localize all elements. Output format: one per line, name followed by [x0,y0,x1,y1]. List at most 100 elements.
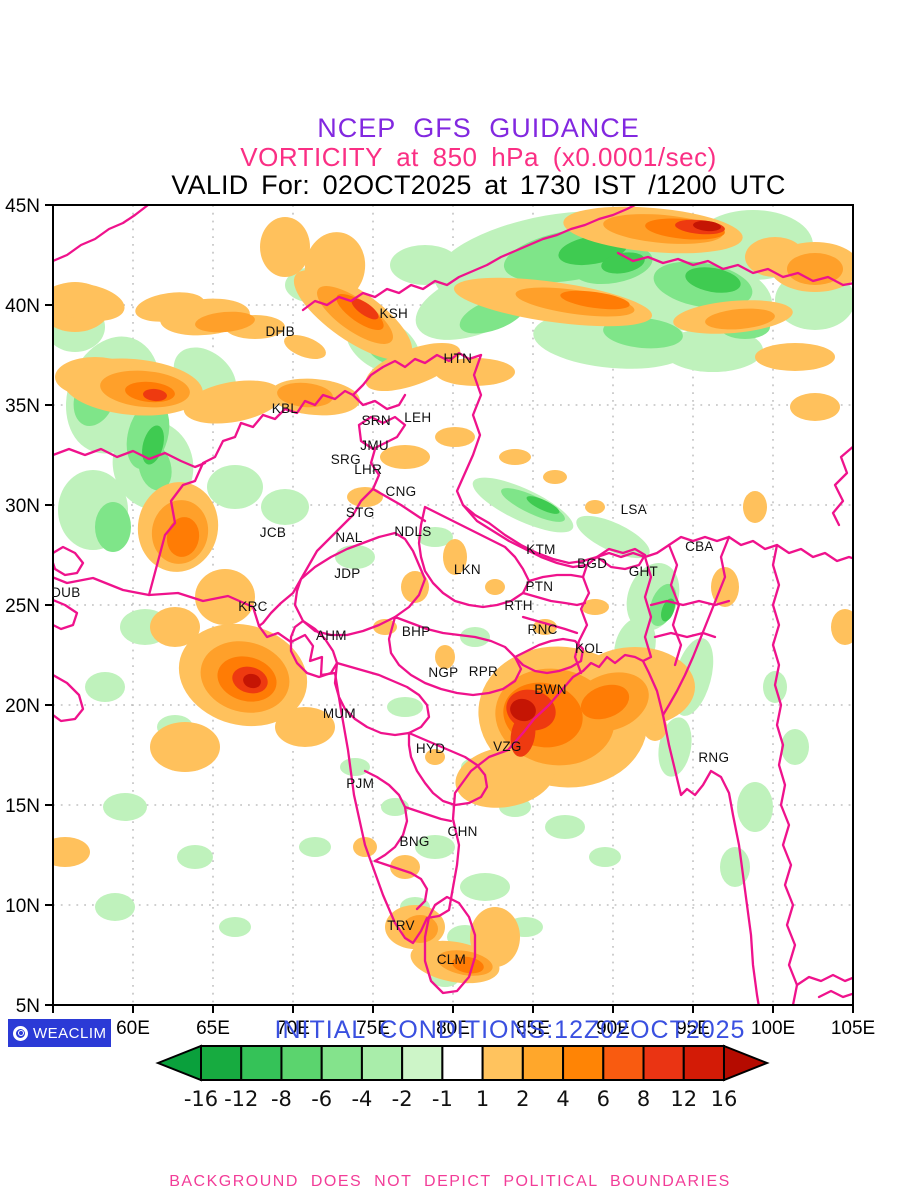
vorticity-blob-gl [460,873,510,901]
vorticity-blob-gl [219,917,251,937]
x-axis-label: 90E [596,1018,630,1039]
boundary-line [351,393,407,411]
station-label-MUM: MUM [323,706,356,721]
vorticity-blob-gl [415,835,455,859]
boundary-line [527,573,585,583]
boundary-line [53,545,85,577]
x-axis-label: 70E [276,1018,310,1039]
station-label-RNC: RNC [528,622,558,637]
station-label-RTH: RTH [504,598,532,613]
vorticity-blob-gl [781,729,809,765]
vorticity-blob-r2 [243,673,261,689]
boundary-line [455,353,731,565]
boundary-line [403,805,453,823]
vorticity-blob-gl [737,782,773,832]
station-label-CNG: CNG [386,484,417,499]
vorticity-field [53,206,853,987]
station-label-NDLS: NDLS [394,524,431,539]
axes: 45N40N35N30N25N20N15N10N5N55E60E65E70E75… [5,196,875,1039]
vorticity-blob-ol [455,746,555,808]
boundary-line [417,505,531,609]
colorbar-segment [481,1045,524,1081]
boundary-line [661,535,731,717]
y-axis-label: 15N [5,796,40,817]
station-label-CHN: CHN [448,824,478,839]
vorticity-map: 45N40N35N30N25N20N15N10N5N55E60E65E70E75… [5,196,875,1039]
y-axis-label: 10N [5,896,40,917]
boundary-line [289,619,339,679]
boundary-line [53,673,85,723]
colorbar-segment [200,1045,243,1081]
vorticity-blob-r1 [351,298,379,320]
title-model: NCEP GFS GUIDANCE [317,113,640,143]
vorticity-blob-ol [533,619,557,635]
x-axis-label: 65E [196,1018,230,1039]
vorticity-blob-ol [150,722,220,772]
station-label-AHM: AHM [316,628,347,643]
boundary-line [521,615,579,635]
vorticity-blob-ol [435,645,455,669]
colorbar: -16 -12 -8 -6 -4 -2 -1 1 2 4 6 8 12 16 [155,1044,770,1111]
vorticity-blob-ol [499,449,531,465]
vorticity-blob-r2 [510,698,536,722]
boundary-line [573,563,591,675]
vorticity-blob-gl [299,837,331,857]
station-label-BHP: BHP [402,624,431,639]
colorbar-label: 6 [597,1087,610,1111]
vorticity-blob-gl [720,847,750,887]
colorbar-segment [521,1045,565,1081]
vorticity-blob-ol [380,445,430,469]
colorbar-label: -4 [351,1087,372,1111]
vorticity-blob-gl [177,845,213,869]
station-label-BNG: BNG [400,834,430,849]
vorticity-blob-ol [585,500,605,514]
station-label-VZG: VZG [493,739,522,754]
station-label-CBA: CBA [685,539,714,554]
station-label-PTN: PTN [525,579,553,594]
y-axis-label: 35N [5,396,40,417]
colorbar-label: 2 [516,1087,529,1111]
station-label-NGP: NGP [428,665,458,680]
station-label-DUB: DUB [51,585,80,600]
vorticity-blob-ol [470,907,520,967]
vorticity-blob-ol [401,571,429,603]
boundary-line [387,615,523,697]
station-label-LEH: LEH [404,410,431,425]
station-label-TRV: TRV [387,918,415,933]
boundary-line [795,973,853,987]
vorticity-blob-ol [743,491,767,523]
boundary-line [147,351,483,597]
vorticity-blob-gd [661,598,675,622]
vorticity-blob-om [705,308,775,330]
station-label-HTN: HTN [443,351,472,366]
station-label-JDP: JDP [334,566,360,581]
boundary-line [771,543,799,1005]
plot-area: 45N40N35N30N25N20N15N10N5N55E60E65E70E75… [5,196,875,1039]
boundary-line [53,576,760,1005]
station-label-JCB: JCB [260,525,286,540]
y-axis-label: 40N [5,296,40,317]
station-label-RNG: RNG [698,750,729,765]
disclaimer-text: BACKGROUND DOES NOT DEPICT POLITICAL BOU… [169,1173,731,1190]
boundary-line [53,598,79,631]
vorticity-blob-r2 [693,220,721,232]
boundary-line [831,445,853,527]
vorticity-blob-ol [53,837,90,867]
station-label-KTM: KTM [526,542,555,557]
vorticity-blob-ol [755,343,835,371]
station-label-JMU: JMU [360,438,389,453]
station-label-SRN: SRN [361,413,390,428]
y-axis-label: 20N [5,696,40,717]
colorbar-segment [360,1045,404,1081]
colorbar-label: 1 [476,1087,489,1111]
station-label-KBL: KBL [272,401,299,416]
boundary-line [423,895,477,995]
vorticity-blob-ol [284,334,326,360]
y-axis-label: 30N [5,496,40,517]
vorticity-blob-ol [183,380,283,424]
colorbar-label: -2 [392,1087,413,1111]
logo-ring-inner-icon [17,1030,24,1036]
vorticity-blob-gl [390,245,460,285]
